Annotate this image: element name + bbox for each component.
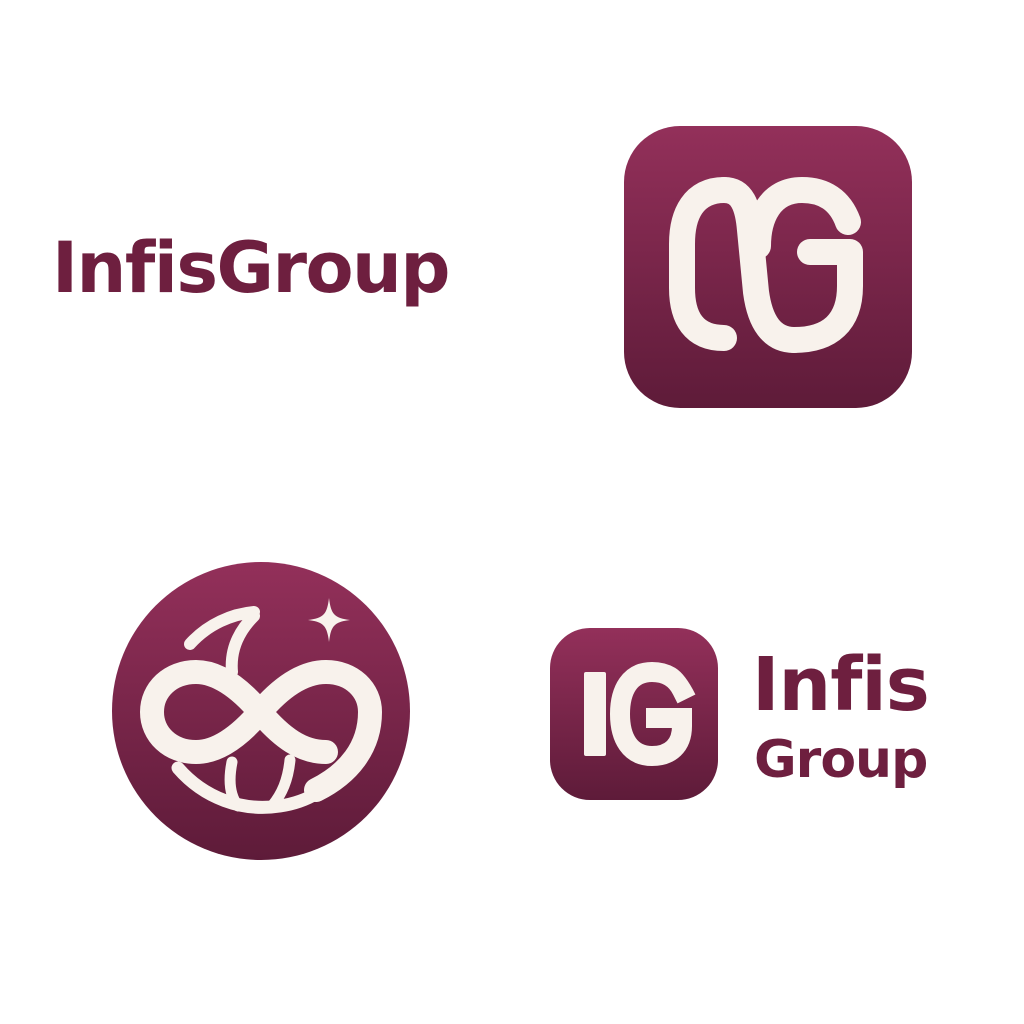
wordmark-text: InfisGroup	[52, 227, 451, 309]
infinity-globe-icon	[112, 562, 410, 860]
lockup-line-group: Group	[754, 730, 928, 790]
sparkle-icon	[308, 598, 350, 642]
app-icon-logo	[624, 126, 912, 408]
lockup-line-infis: Infis	[752, 642, 930, 728]
wordmark-logo: InfisGroup	[52, 218, 492, 318]
lockup-wordmark: Infis Group	[752, 648, 982, 808]
lockup-icon-logo	[550, 628, 718, 800]
ig-monogram-icon	[550, 628, 718, 800]
og-monogram-icon	[624, 126, 912, 408]
circle-emblem-logo	[112, 562, 410, 860]
